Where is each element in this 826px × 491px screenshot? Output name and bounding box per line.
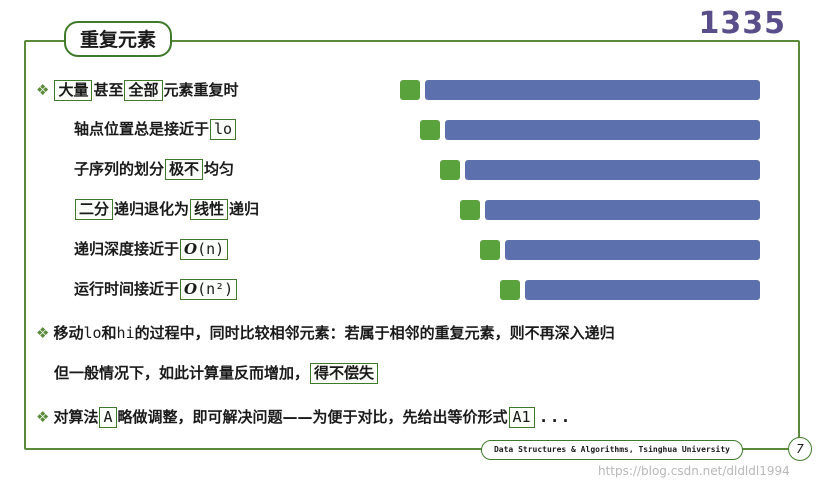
bullet-icon: ❖ (36, 408, 50, 426)
subarray-bar (465, 160, 760, 180)
subarray-bar (425, 80, 760, 100)
sub-line-2: 轴点位置总是接近于 lo (74, 118, 237, 140)
bullet-icon: ❖ (36, 81, 50, 99)
sub-line-3: 子序列的划分 极不 均匀 (74, 159, 235, 180)
slide-frame (24, 40, 800, 450)
bullet-line-7: ❖ 移动lo和hi的过程中，同时比较相邻元素：若属于相邻的重复元素，则不再深入递归 (36, 324, 615, 342)
boxed-code: A1 (508, 407, 535, 428)
pivot-block (400, 80, 420, 100)
subarray-bar (445, 120, 760, 140)
sub-line-6: 运行时间接近于 O(n²) (74, 278, 238, 300)
bullet-line-9: ❖ 对算法 A 略做调整，即可解决问题——为便于对比，先给出等价形式 A1 . . . (36, 407, 569, 428)
pivot-block (440, 160, 460, 180)
sub-line-5: 递归深度接近于 O(n) (74, 238, 229, 260)
footer-credit: Data Structures & Algorithms, Tsinghua U… (481, 440, 743, 460)
boxed-formula: O(n²) (180, 279, 238, 300)
pivot-block (480, 240, 500, 260)
boxed-term: 大量 (54, 80, 93, 101)
boxed-term: 全部 (124, 80, 163, 101)
bullet-icon: ❖ (36, 324, 50, 342)
sub-line-8: 但一般情况下，如此计算量反而增加， 得不偿失 (54, 362, 379, 384)
pivot-block (500, 280, 520, 300)
boxed-term: 二分 (75, 199, 114, 220)
boxed-code: lo (210, 119, 237, 140)
watermark: https://blog.csdn.net/dldldl1994 (598, 464, 790, 478)
subarray-bar (525, 280, 760, 300)
inline-code: hi (116, 324, 135, 342)
pivot-block (460, 200, 480, 220)
subarray-bar (505, 240, 760, 260)
boxed-term: 得不偿失 (310, 363, 379, 384)
boxed-formula: O(n) (180, 239, 229, 260)
sub-line-4: 二分 递归退化为 线性 递归 (74, 198, 259, 220)
page-number: 1335 (698, 6, 786, 41)
bullet-line-1: ❖ 大量 甚至 全部 元素重复时 (36, 80, 239, 101)
pivot-block (420, 120, 440, 140)
boxed-term: 线性 (190, 199, 229, 220)
boxed-code: A (99, 407, 117, 428)
subarray-bar (485, 200, 760, 220)
slide-title: 重复元素 (64, 21, 173, 57)
inline-code: lo (83, 324, 102, 342)
boxed-term: 极不 (165, 159, 204, 180)
slide-number: 7 (788, 437, 812, 461)
